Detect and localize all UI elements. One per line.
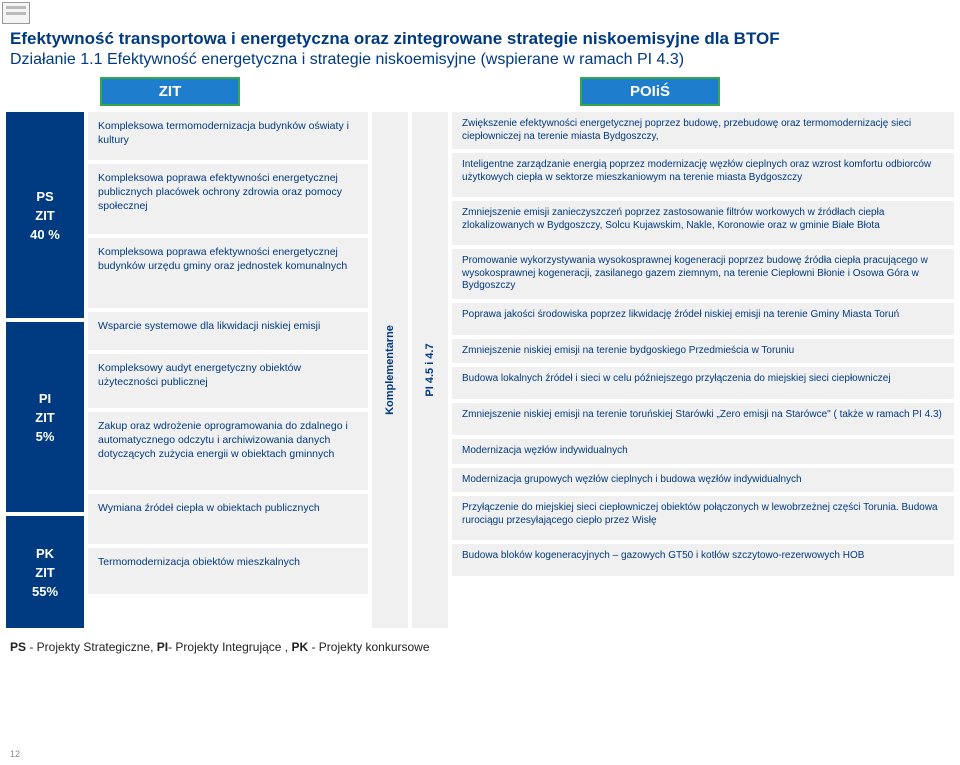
right-box: Zmniejszenie niskiej emisji na terenie b… [452, 339, 954, 364]
legend-text: - Projekty Strategiczne, [26, 640, 157, 654]
legend-pk: PK [291, 640, 308, 654]
mid-box: Zakup oraz wdrożenie oprogramowania do z… [88, 412, 368, 490]
legend-text: - Projekty Integrujące , [168, 640, 291, 654]
left-label: PS [6, 189, 84, 204]
right-box: Przyłączenie do miejskiej sieci ciepłown… [452, 496, 954, 540]
mid-box: Wsparcie systemowe dla likwidacji niskie… [88, 312, 368, 350]
right-box: Zmniejszenie niskiej emisji na terenie t… [452, 403, 954, 435]
mid-box: Kompleksowa poprawa efektywności energet… [88, 238, 368, 308]
mid-column: Kompleksowa termomodernizacja budynków o… [88, 112, 368, 632]
left-label: 5% [6, 429, 84, 444]
vert-box: PI 4.5 i 4.7 [412, 112, 448, 628]
vert-column-2: PI 4.5 i 4.7 [412, 112, 448, 632]
slide-thumbnail [2, 2, 30, 24]
badge-pois: POIiŚ [580, 77, 720, 106]
page-subtitle: Działanie 1.1 Efektywność energetyczna i… [0, 51, 960, 77]
right-box: Zwiększenie efektywności energetycznej p… [452, 112, 954, 149]
left-label: ZIT [6, 208, 84, 223]
mid-box: Termomodernizacja obiektów mieszkalnych [88, 548, 368, 594]
right-column: Zwiększenie efektywności energetycznej p… [452, 112, 954, 632]
left-label: PK [6, 546, 84, 561]
footer-legend: PS - Projekty Strategiczne, PI- Projekty… [0, 632, 960, 658]
main-grid: PS ZIT 40 % PI ZIT 5% PK ZIT 55% Komplek… [0, 112, 960, 632]
legend-ps: PS [10, 640, 26, 654]
page-title: Efektywność transportowa i energetyczna … [0, 0, 960, 51]
mid-box: Wymiana źródeł ciepła w obiektach public… [88, 494, 368, 544]
right-box: Poprawa jakości środowiska poprzez likwi… [452, 303, 954, 335]
left-block-pi: PI ZIT 5% [6, 322, 84, 512]
badge-zit: ZIT [100, 77, 240, 106]
right-box: Inteligentne zarządzanie energią poprzez… [452, 153, 954, 197]
right-box: Modernizacja węzłów indywidualnych [452, 439, 954, 464]
left-label: ZIT [6, 410, 84, 425]
mid-box: Kompleksowy audyt energetyczny obiektów … [88, 354, 368, 408]
left-block-pk: PK ZIT 55% [6, 516, 84, 628]
left-label: PI [6, 391, 84, 406]
left-label: 40 % [6, 227, 84, 242]
right-box: Budowa bloków kogeneracyjnych – gazowych… [452, 544, 954, 576]
vert-box: Komplementarne [372, 112, 408, 628]
left-column: PS ZIT 40 % PI ZIT 5% PK ZIT 55% [6, 112, 84, 632]
legend-pi: PI [157, 640, 168, 654]
right-box: Modernizacja grupowych węzłów cieplnych … [452, 468, 954, 493]
right-box: Budowa lokalnych źródeł i sieci w celu p… [452, 367, 954, 399]
mid-box: Kompleksowa termomodernizacja budynków o… [88, 112, 368, 160]
badges-row: ZIT POIiŚ [0, 77, 960, 112]
right-box: Zmniejszenie emisji zanieczyszczeń poprz… [452, 201, 954, 245]
page-number: 12 [10, 749, 20, 759]
left-label: ZIT [6, 565, 84, 580]
vert-column-1: Komplementarne [372, 112, 408, 632]
mid-box: Kompleksowa poprawa efektywności energet… [88, 164, 368, 234]
left-block-ps: PS ZIT 40 % [6, 112, 84, 318]
vert-label: PI 4.5 i 4.7 [424, 344, 436, 397]
vert-label: Komplementarne [384, 325, 396, 415]
left-label: 55% [6, 584, 84, 599]
legend-text: - Projekty konkursowe [308, 640, 429, 654]
right-box: Promowanie wykorzystywania wysokosprawne… [452, 249, 954, 299]
